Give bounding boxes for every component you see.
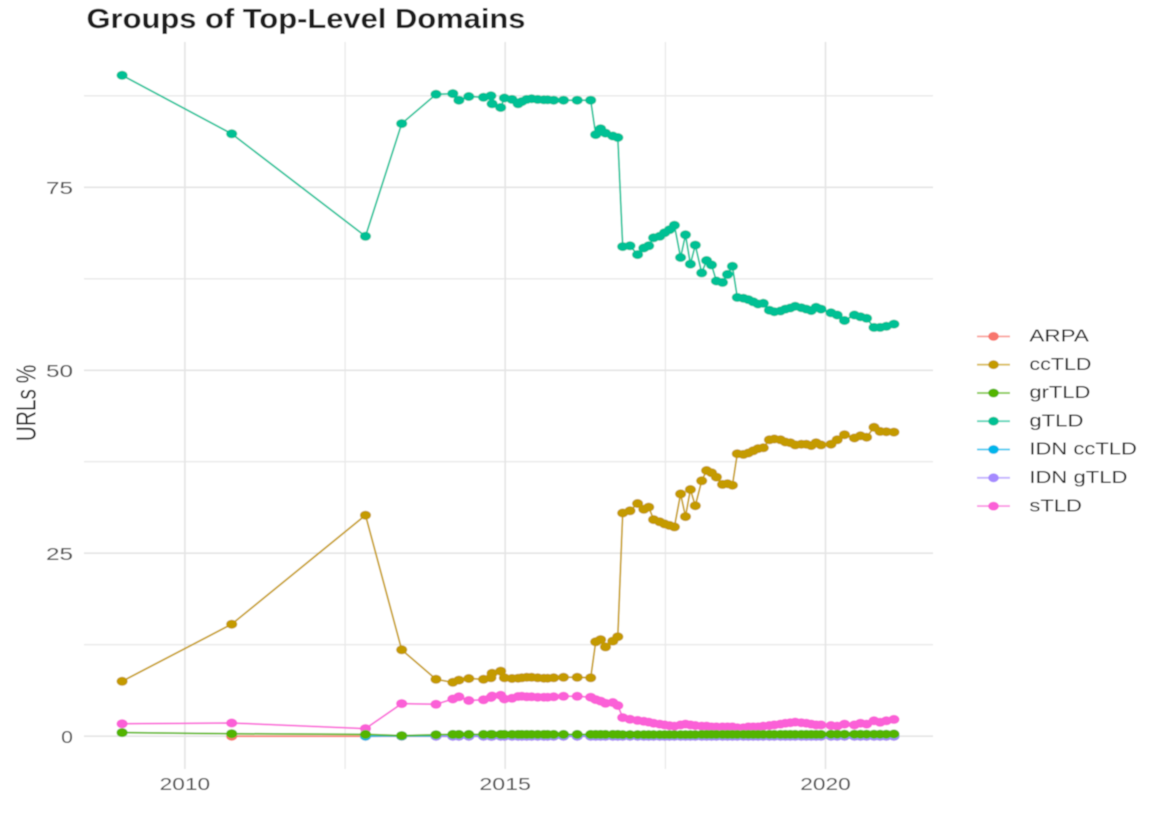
svg-text:2010: 2010: [160, 774, 211, 794]
svg-text:2015: 2015: [479, 774, 531, 794]
svg-text:IDN gTLD: IDN gTLD: [1029, 467, 1127, 487]
svg-text:25: 25: [46, 544, 73, 564]
svg-text:gTLD: gTLD: [1029, 410, 1083, 430]
svg-text:2020: 2020: [800, 774, 851, 794]
svg-text:IDN ccTLD: IDN ccTLD: [1029, 439, 1137, 459]
svg-text:ccTLD: ccTLD: [1029, 354, 1091, 374]
svg-text:50: 50: [46, 361, 73, 381]
svg-text:0: 0: [61, 727, 73, 747]
svg-text:ARPA: ARPA: [1029, 326, 1089, 346]
svg-text:grTLD: grTLD: [1029, 382, 1090, 402]
svg-text:sTLD: sTLD: [1029, 495, 1082, 515]
svg-text:URLs %: URLs %: [11, 365, 42, 442]
svg-text:Groups of Top-Level Domains: Groups of Top-Level Domains: [87, 3, 526, 34]
svg-text:75: 75: [46, 178, 73, 198]
